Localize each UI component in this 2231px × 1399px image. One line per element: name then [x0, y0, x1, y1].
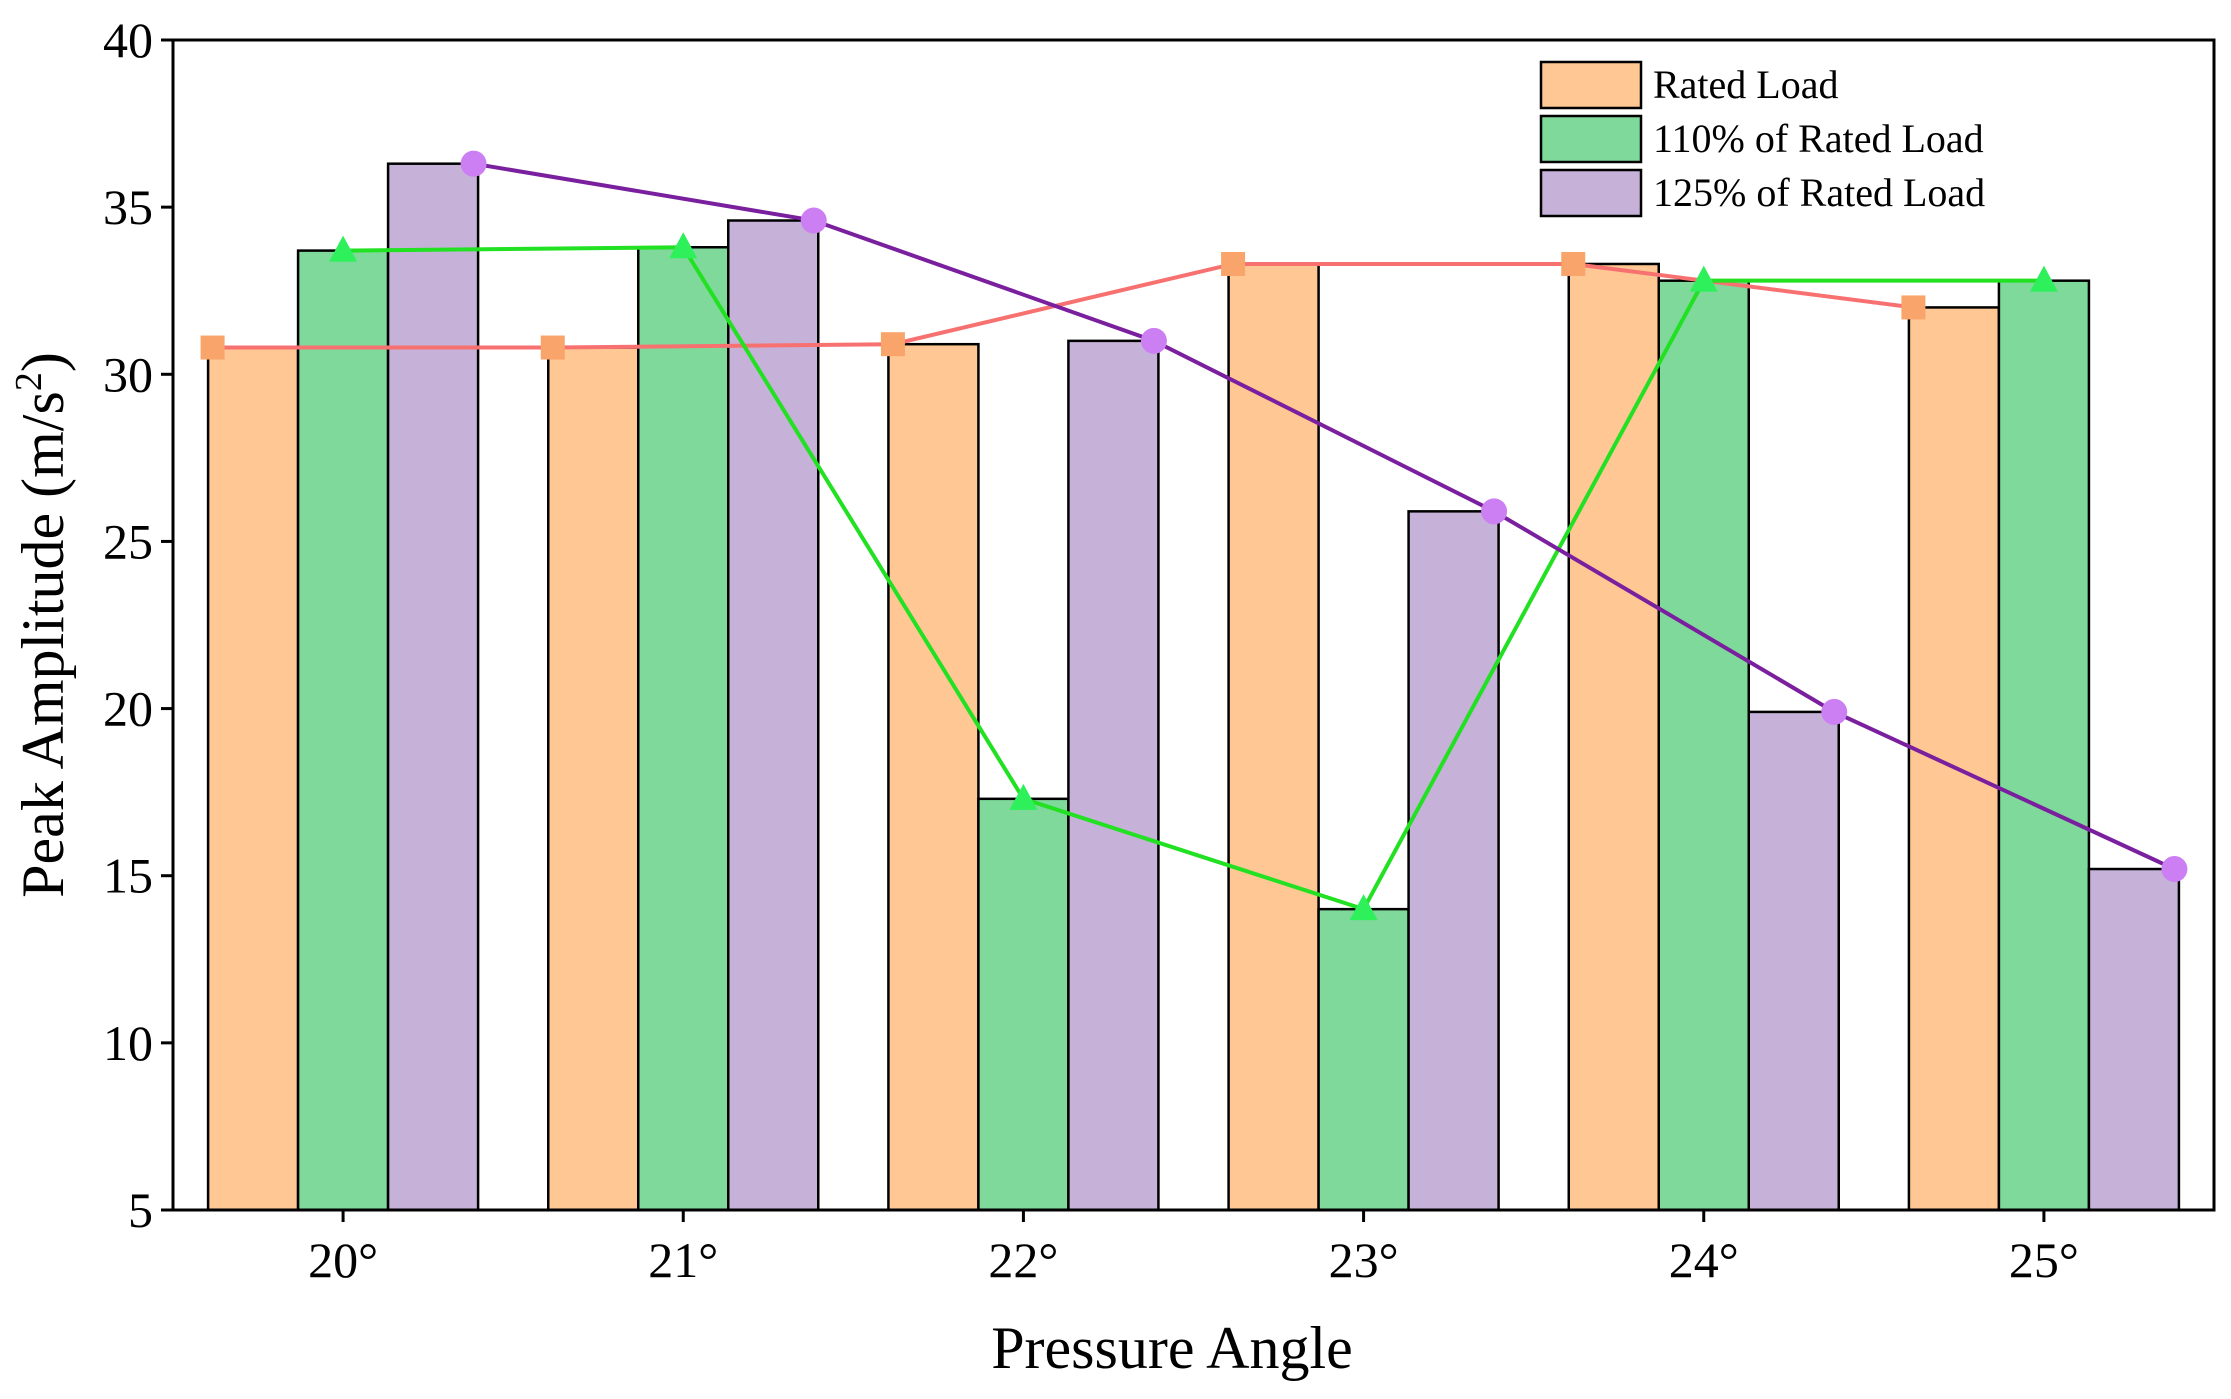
- marker-series-2-cat-5: [2161, 856, 2188, 883]
- bar-series-0-cat-3: [1227, 262, 1320, 1212]
- marker-series-2-cat-1: [800, 207, 827, 234]
- x-tick-label-0: 20°: [308, 1232, 378, 1288]
- marker-series-2-cat-2: [1140, 327, 1167, 354]
- legend-swatch-2: [1539, 168, 1643, 218]
- bar-series-2-cat-0: [386, 162, 480, 1212]
- x-axis-title: Pressure Angle: [991, 1315, 1353, 1381]
- marker-series-2-cat-3: [1481, 498, 1508, 525]
- x-tick-label-3: 23°: [1329, 1232, 1399, 1288]
- bar-series-1-cat-3: [1317, 907, 1410, 1212]
- lines-layer: [212, 161, 2176, 912]
- x-tick-label-2: 22°: [988, 1232, 1058, 1288]
- x-axis: 20° 21° 22° 23° 24° 25°: [308, 1210, 2079, 1288]
- legend-swatch-1: [1539, 114, 1643, 164]
- y-axis-title: Peak Amplitude (m/s2): [8, 352, 76, 898]
- bar-series-1-cat-5: [1997, 279, 2091, 1212]
- marker-series-0-cat-0: [200, 335, 225, 360]
- marker-series-2-cat-4: [1821, 698, 1848, 725]
- marker-series-0-cat-4: [1561, 251, 1586, 276]
- legend-label-1: 110% of Rated Load: [1653, 116, 1984, 161]
- legend-swatch-0: [1539, 60, 1643, 110]
- marker-series-1-cat-5: [2029, 265, 2058, 292]
- line-series-1: [343, 245, 2044, 912]
- bar-series-2-cat-4: [1747, 710, 1840, 1212]
- plot-frame: [171, 38, 2216, 1212]
- marker-series-1-cat-1: [669, 232, 698, 259]
- marker-series-0-cat-1: [540, 335, 565, 360]
- marker-series-1-cat-2: [1009, 783, 1038, 810]
- y-axis-title-superscript: 2: [8, 372, 50, 391]
- marker-series-0-cat-2: [880, 332, 905, 357]
- marker-series-0-cat-5: [1901, 295, 1926, 320]
- y-tick-label-4: 25: [103, 513, 153, 569]
- line-series-0: [212, 261, 1914, 350]
- y-tick-label-0: 5: [128, 1182, 153, 1238]
- bar-series-1-cat-0: [296, 249, 390, 1212]
- bar-series-0-cat-2: [887, 342, 980, 1212]
- legend: Rated Load 110% of Rated Load 125% of Rate…: [1539, 60, 1985, 218]
- bar-series-0-cat-5: [1907, 306, 2001, 1212]
- y-axis-title-main: Peak Amplitude (m/s: [10, 391, 76, 898]
- legend-label-2: 125% of Rated Load: [1653, 170, 1985, 215]
- bar-series-2-cat-2: [1067, 339, 1160, 1212]
- y-tick-label-1: 10: [103, 1015, 153, 1071]
- x-tick-label-1: 21°: [648, 1232, 718, 1288]
- bar-series-0-cat-4: [1567, 262, 1660, 1212]
- bar-series-1-cat-2: [977, 797, 1070, 1212]
- marker-series-1-cat-4: [1689, 265, 1718, 292]
- bar-series-2-cat-5: [2087, 867, 2181, 1212]
- x-tick-label-5: 25°: [2009, 1232, 2079, 1288]
- y-tick-label-6: 35: [103, 179, 153, 235]
- y-axis-title-close: ): [10, 352, 76, 372]
- markers-layer: [200, 150, 2188, 921]
- y-tick-label-3: 20: [103, 681, 153, 737]
- line-series-2: [473, 161, 2176, 871]
- marker-series-1-cat-3: [1349, 894, 1378, 921]
- marker-series-1-cat-0: [329, 235, 358, 262]
- bar-series-2-cat-3: [1407, 510, 1500, 1212]
- bar-series-0-cat-0: [206, 346, 300, 1212]
- y-tick-label-2: 15: [103, 848, 153, 904]
- legend-label-0: Rated Load: [1653, 62, 1839, 107]
- bar-series-1-cat-1: [637, 246, 730, 1212]
- y-tick-label-5: 30: [103, 346, 153, 402]
- bar-series-2-cat-1: [727, 219, 820, 1212]
- bar-series-1-cat-4: [1657, 279, 1750, 1212]
- y-axis: 5 10 15 20 25 30 35 40: [103, 12, 173, 1238]
- x-tick-label-4: 24°: [1669, 1232, 1739, 1288]
- marker-series-0-cat-3: [1221, 251, 1246, 276]
- bar-series-0-cat-1: [547, 346, 640, 1212]
- y-tick-label-7: 40: [103, 12, 153, 68]
- marker-series-2-cat-0: [460, 150, 487, 177]
- bars-layer: [206, 162, 2181, 1212]
